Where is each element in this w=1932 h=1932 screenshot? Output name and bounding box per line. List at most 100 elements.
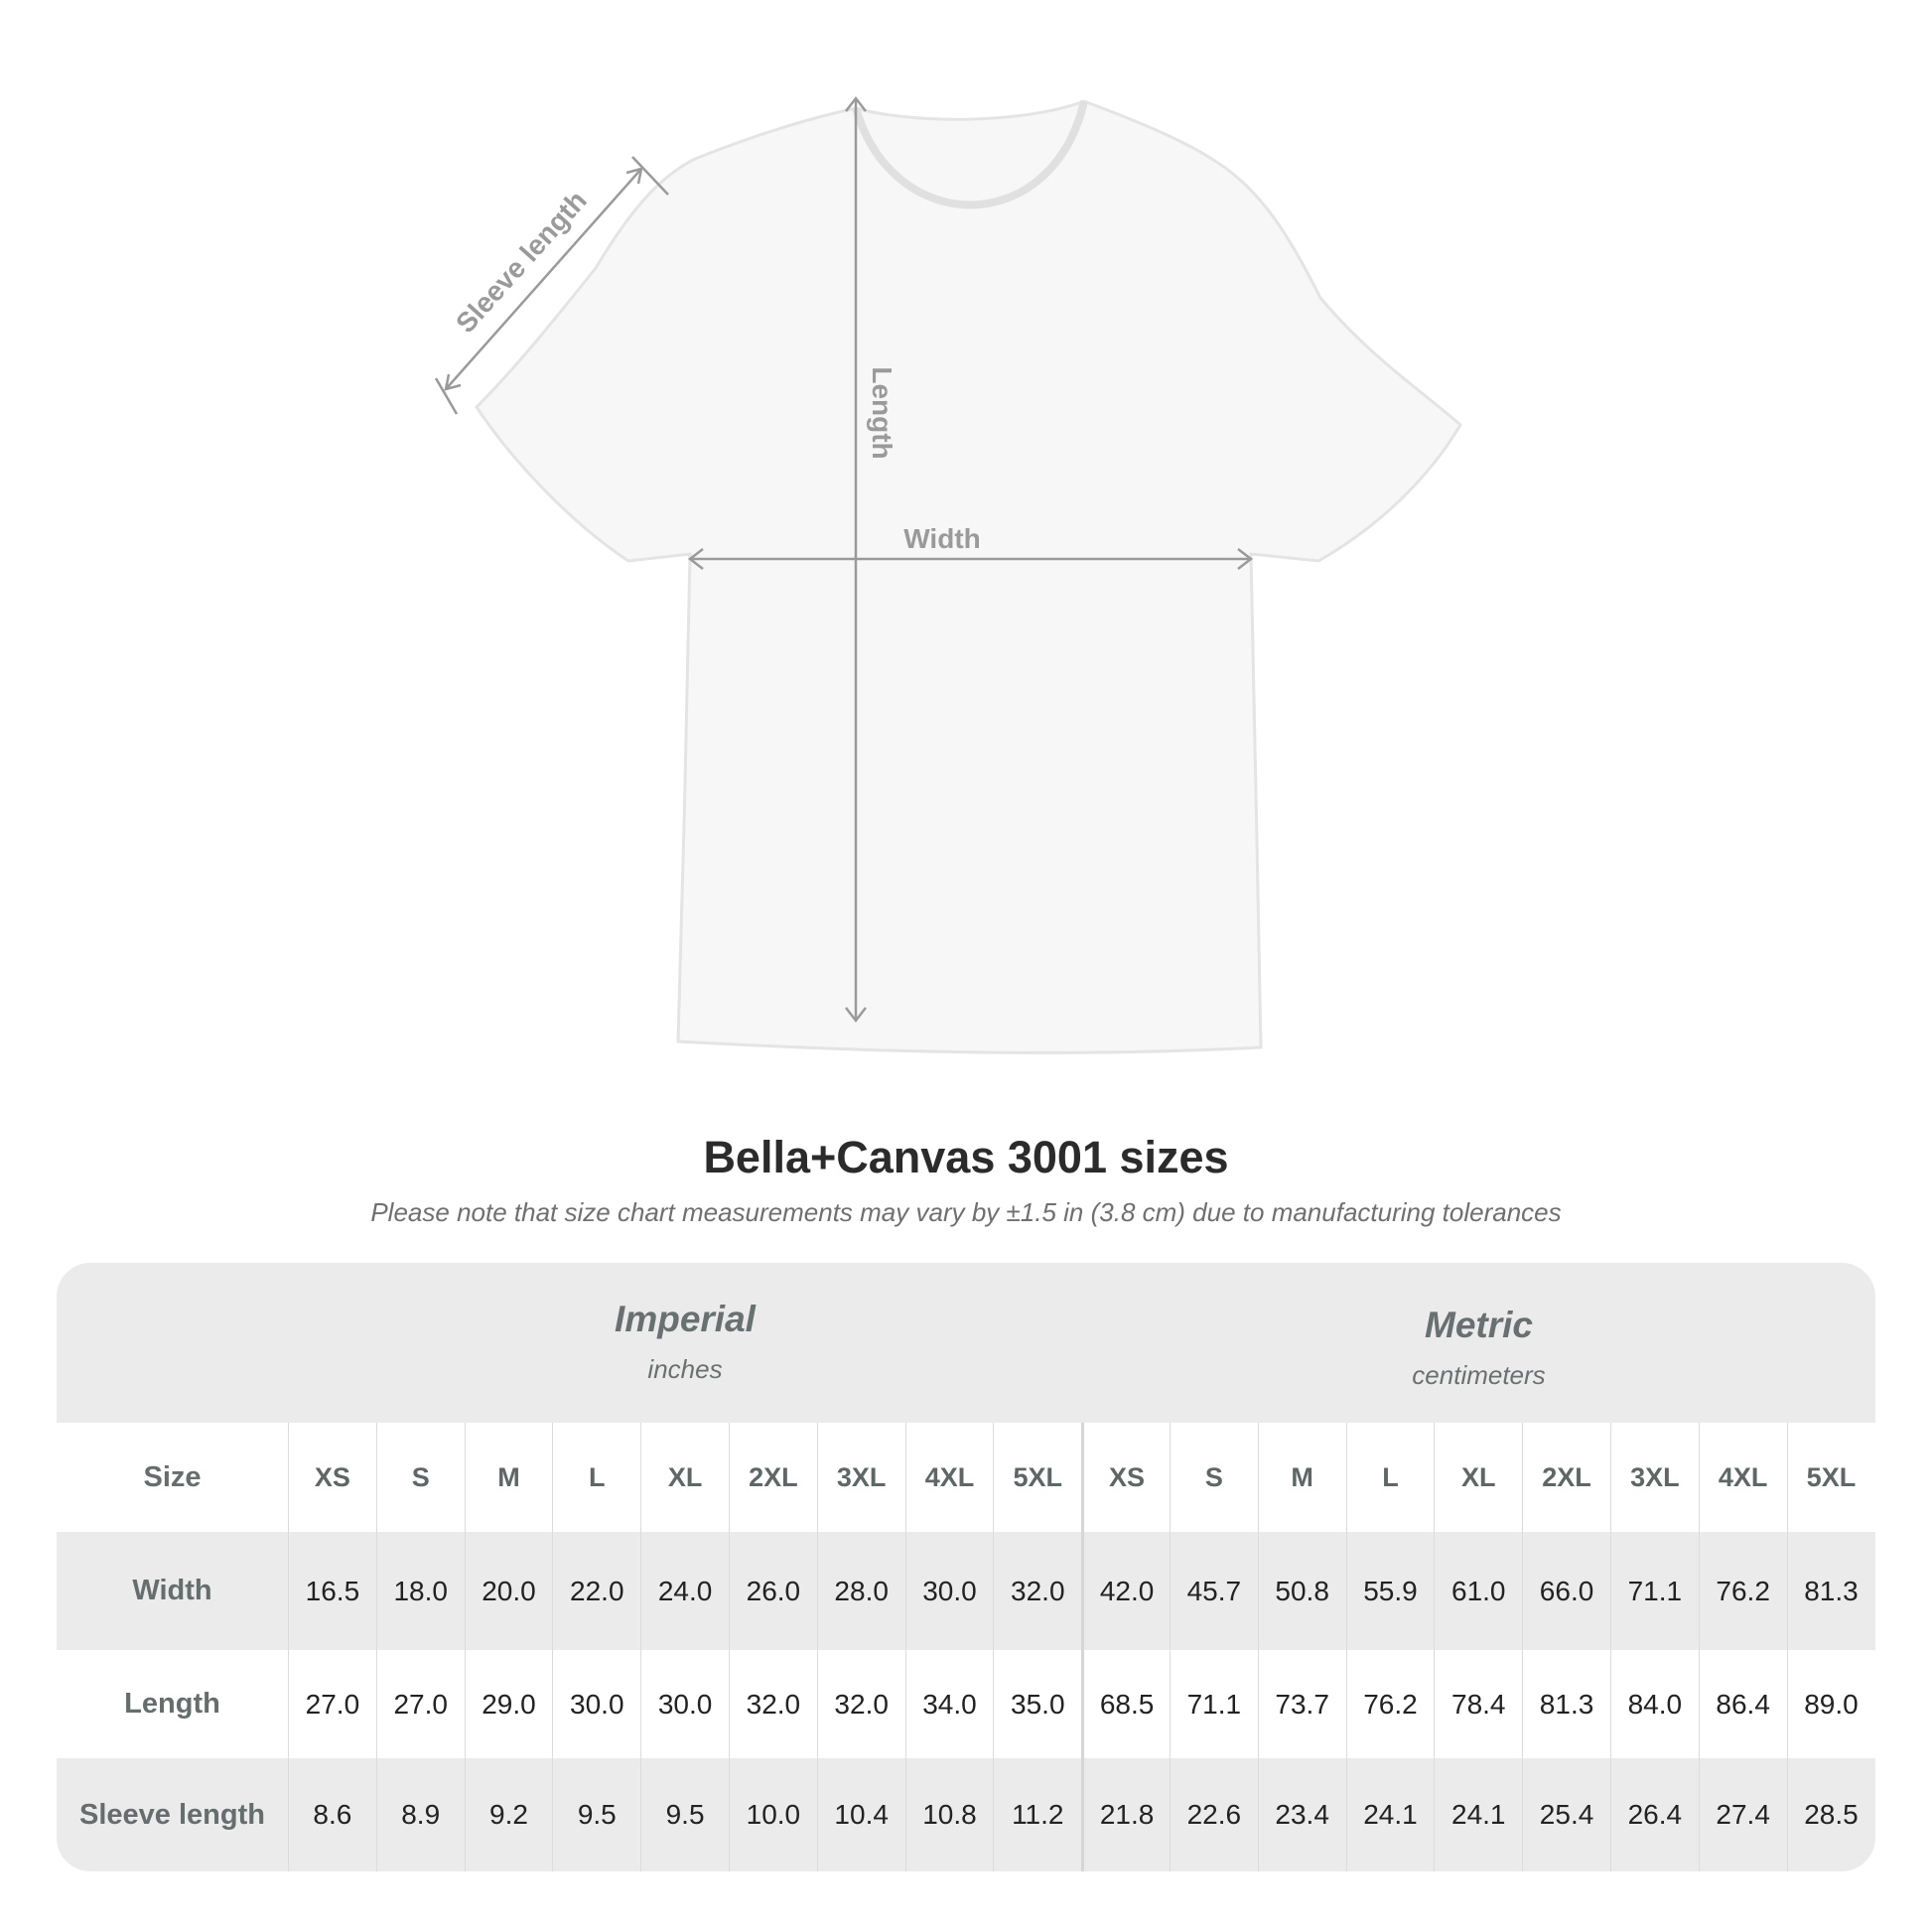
sleeve-arrow-top	[625, 167, 643, 185]
metric-size-l: L	[1345, 1423, 1435, 1532]
size-chart-table: Imperial inches Metric centimeters Size X…	[57, 1263, 1875, 1871]
metric-value-cell: 81.3	[1786, 1532, 1875, 1650]
sleeve-tick-top	[631, 156, 669, 196]
neckline	[852, 100, 1088, 209]
length-label: Length	[867, 366, 897, 459]
imperial-value-cell: 32.0	[816, 1650, 905, 1758]
imperial-value-cell: 30.0	[640, 1650, 729, 1758]
imperial-size-s: S	[375, 1423, 465, 1532]
imperial-value-cell: 18.0	[375, 1532, 465, 1650]
row-label: Length	[124, 1688, 220, 1720]
imperial-value-cell: 27.0	[288, 1650, 376, 1758]
imperial-value-cell: 35.0	[993, 1650, 1081, 1758]
imperial-value-cell: 11.2	[993, 1758, 1081, 1871]
metric-value-cell: 21.8	[1081, 1758, 1170, 1871]
metric-value-cell: 84.0	[1609, 1650, 1699, 1758]
metric-size-5xl: 5XL	[1786, 1423, 1875, 1532]
metric-value-cell: 55.9	[1345, 1532, 1435, 1650]
imperial-title: Imperial	[615, 1299, 756, 1339]
metric-value-cell: 86.4	[1698, 1650, 1787, 1758]
metric-size-xs: XS	[1081, 1423, 1170, 1532]
imperial-value-cell: 8.9	[375, 1758, 465, 1871]
metric-value-cell: 71.1	[1169, 1650, 1258, 1758]
metric-value-cell: 42.0	[1081, 1532, 1170, 1650]
imperial-size-3xl: 3XL	[816, 1423, 905, 1532]
metric-value-cell: 23.4	[1257, 1758, 1346, 1871]
imperial-value-cell: 30.0	[904, 1532, 994, 1650]
imperial-value-cell: 16.5	[288, 1532, 376, 1650]
imperial-value-cell: 10.4	[816, 1758, 905, 1871]
imperial-value-cell: 30.0	[552, 1650, 640, 1758]
metric-value-cell: 61.0	[1434, 1532, 1522, 1650]
row-label: Width	[132, 1575, 212, 1606]
metric-value-cell: 78.4	[1434, 1650, 1522, 1758]
metric-value-cell: 24.1	[1345, 1758, 1435, 1871]
metric-value-cell: 76.2	[1345, 1650, 1435, 1758]
metric-value-cell: 24.1	[1434, 1758, 1522, 1871]
metric-size-3xl: 3XL	[1609, 1423, 1699, 1532]
imperial-size-xs: XS	[288, 1423, 376, 1532]
imperial-value-cell: 32.0	[993, 1532, 1081, 1650]
table-row: Length 27.0 27.0 29.0 30.0 30.0 32.0 32.0 34.0 35…	[57, 1650, 1875, 1758]
imperial-value-cell: 29.0	[464, 1650, 553, 1758]
metric-value-cell: 25.4	[1522, 1758, 1610, 1871]
metric-size-4xl: 4XL	[1698, 1423, 1787, 1532]
imperial-group-header: Imperial inches	[288, 1299, 1082, 1385]
imperial-size-2xl: 2XL	[728, 1423, 817, 1532]
imperial-value-cell: 27.0	[375, 1650, 465, 1758]
metric-unit: centimeters	[1412, 1360, 1546, 1390]
imperial-unit: inches	[647, 1354, 723, 1384]
table-row: Sleeve length 8.6 8.9 9.2 9.5 9.5 10.0 10.4 10.8…	[57, 1758, 1875, 1871]
imperial-value-cell: 32.0	[728, 1650, 817, 1758]
metric-size-xl: XL	[1434, 1423, 1522, 1532]
imperial-value-cell: 24.0	[640, 1532, 729, 1650]
metric-value-cell: 22.6	[1169, 1758, 1258, 1871]
tolerance-note: Please note that size chart measurements…	[370, 1197, 1562, 1227]
table-row: Width 16.5 18.0 20.0 22.0 24.0 26.0 28.0 30.0 32.…	[57, 1532, 1875, 1650]
imperial-value-cell: 9.2	[464, 1758, 553, 1871]
imperial-value-cell: 9.5	[640, 1758, 729, 1871]
size-label: Size	[143, 1460, 202, 1493]
imperial-value-cell: 26.0	[728, 1532, 817, 1650]
metric-value-cell: 45.7	[1169, 1532, 1258, 1650]
imperial-size-xl: XL	[640, 1423, 729, 1532]
metric-value-cell: 89.0	[1786, 1650, 1875, 1758]
width-label: Width	[903, 523, 981, 554]
width-arrow-right	[1237, 548, 1254, 570]
row-band-sleeve	[57, 1758, 1875, 1871]
imperial-value-cell: 20.0	[464, 1532, 553, 1650]
metric-title: Metric	[1425, 1305, 1533, 1345]
metric-group-header: Metric centimeters	[1082, 1305, 1875, 1391]
length-arrow-bottom	[845, 1007, 867, 1024]
row-band-width	[57, 1532, 1875, 1650]
size-header-row: Size XS S M L XL 2XL 3XL 4XL 5XL XS S M L XL 2XL 3XL 4XL 5…	[57, 1423, 1875, 1532]
metric-size-2xl: 2XL	[1522, 1423, 1610, 1532]
metric-value-cell: 28.5	[1786, 1758, 1875, 1871]
imperial-size-l: L	[552, 1423, 640, 1532]
imperial-value-cell: 34.0	[904, 1650, 994, 1758]
metric-value-cell: 71.1	[1609, 1532, 1699, 1650]
imperial-size-m: M	[464, 1423, 553, 1532]
metric-value-cell: 81.3	[1522, 1650, 1610, 1758]
metric-value-cell: 76.2	[1698, 1532, 1787, 1650]
imperial-value-cell: 10.0	[728, 1758, 817, 1871]
row-label: Sleeve length	[79, 1798, 265, 1831]
metric-value-cell: 50.8	[1257, 1532, 1346, 1650]
imperial-value-cell: 9.5	[552, 1758, 640, 1871]
metric-value-cell: 26.4	[1609, 1758, 1699, 1871]
imperial-value-cell: 28.0	[816, 1532, 905, 1650]
length-arrow-top	[845, 95, 867, 112]
tshirt-shape	[475, 99, 1462, 1054]
table-header-band	[57, 1263, 1875, 1423]
sleeve-line	[445, 168, 642, 390]
metric-value-cell: 27.4	[1698, 1758, 1787, 1871]
sleeve-tick-bottom	[434, 377, 459, 415]
metric-size-m: M	[1257, 1423, 1346, 1532]
imperial-size-5xl: 5XL	[993, 1423, 1081, 1532]
imperial-value-cell: 22.0	[552, 1532, 640, 1650]
sleeve-arrow-bottom	[444, 373, 462, 391]
metric-value-cell: 68.5	[1081, 1650, 1170, 1758]
imperial-value-cell: 10.8	[904, 1758, 994, 1871]
metric-value-cell: 66.0	[1522, 1532, 1610, 1650]
width-arrow-left	[687, 548, 704, 570]
